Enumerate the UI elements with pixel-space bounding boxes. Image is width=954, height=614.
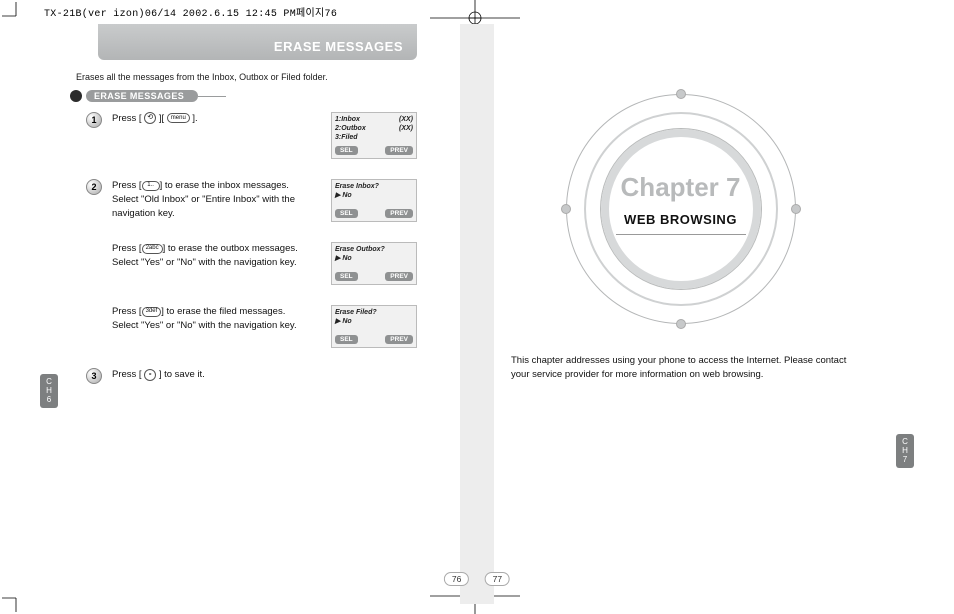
intro-text: Erases all the messages from the Inbox, … [76,72,417,82]
step-text: Press [ ∘ ] to save it. [112,368,417,382]
key-1-icon: 1.. [142,181,160,191]
crop-mark-tl [2,2,22,22]
key-3-icon: 3def [142,307,162,317]
ring-dot-icon [676,319,686,329]
chapter-description: This chapter addresses using your phone … [507,354,854,382]
phone-screen-inbox: Erase Inbox? ▶ No SEL PREV [331,179,417,222]
softkey-sel: SEL [335,209,358,218]
step-2: 2 Press [1..] to erase the inbox message… [80,179,417,222]
bullet-icon [70,90,82,102]
chapter-tab-6: C H 6 [40,374,58,408]
page-spread: ERASE MESSAGES Erases all the messages f… [40,24,914,604]
step-3: 3 Press [ ∘ ] to save it. [80,368,417,384]
page-number-left: 76 [444,572,469,586]
step-2c: Press [3def] to erase the filed messages… [80,305,417,348]
section-header: ERASE MESSAGES [70,24,417,60]
chapter-tab-7: C H 7 [896,434,914,468]
step-number: 2 [86,179,102,195]
menu-key-icon: menu [167,113,190,123]
phone-screen-list: 1:Inbox(XX) 2:Outbox(XX) 3:Filed SEL PRE… [331,112,417,159]
softkey-sel: SEL [335,146,358,155]
registration-mark-top [375,0,575,26]
key-2-icon: 2abc [142,244,163,254]
softkey-prev: PREV [385,272,413,281]
step-text: Press [1..] to erase the inbox messages.… [112,179,321,220]
chapter-subtitle: WEB BROWSING [546,212,816,227]
ok-key-icon: ∘ [144,369,156,381]
step-text: Press [3def] to erase the filed messages… [112,305,321,333]
crop-mark-bl [2,592,22,612]
step-2b: Press [2abc] to erase the outbox message… [80,242,417,285]
softkey-sel: SEL [335,272,358,281]
steps-list: 1 Press [ ⟲ ][ menu ]. 1:Inbox(XX) 2:Out… [70,112,417,384]
print-header: TX-21B(ver izon)06/14 2002.6.15 12:45 PM… [44,4,337,20]
page-right: Chapter 7 WEB BROWSING This chapter addr… [457,24,914,604]
softkey-prev: PREV [385,146,413,155]
step-1: 1 Press [ ⟲ ][ menu ]. 1:Inbox(XX) 2:Out… [80,112,417,159]
phone-screen-outbox: Erase Outbox? ▶ No SEL PREV [331,242,417,285]
step-text: Press [ ⟲ ][ menu ]. [112,112,321,126]
page-number-right: 77 [485,572,510,586]
step-text: Press [2abc] to erase the outbox message… [112,242,321,270]
softkey-prev: PREV [385,209,413,218]
step-number: 3 [86,368,102,384]
phone-screen-filed: Erase Filed? ▶ No SEL PREV [331,305,417,348]
chapter-badge: Chapter 7 WEB BROWSING [546,94,816,324]
subsection-header: ERASE MESSAGES [70,90,417,102]
softkey-sel: SEL [335,335,358,344]
step-number: 1 [86,112,102,128]
ring-dot-icon [676,89,686,99]
section-title: ERASE MESSAGES [274,39,403,54]
softkey-prev: PREV [385,335,413,344]
nav-key-icon: ⟲ [144,112,156,124]
subsection-title: ERASE MESSAGES [86,90,198,102]
chapter-title: Chapter 7 [546,172,816,203]
page-left: ERASE MESSAGES Erases all the messages f… [40,24,457,604]
